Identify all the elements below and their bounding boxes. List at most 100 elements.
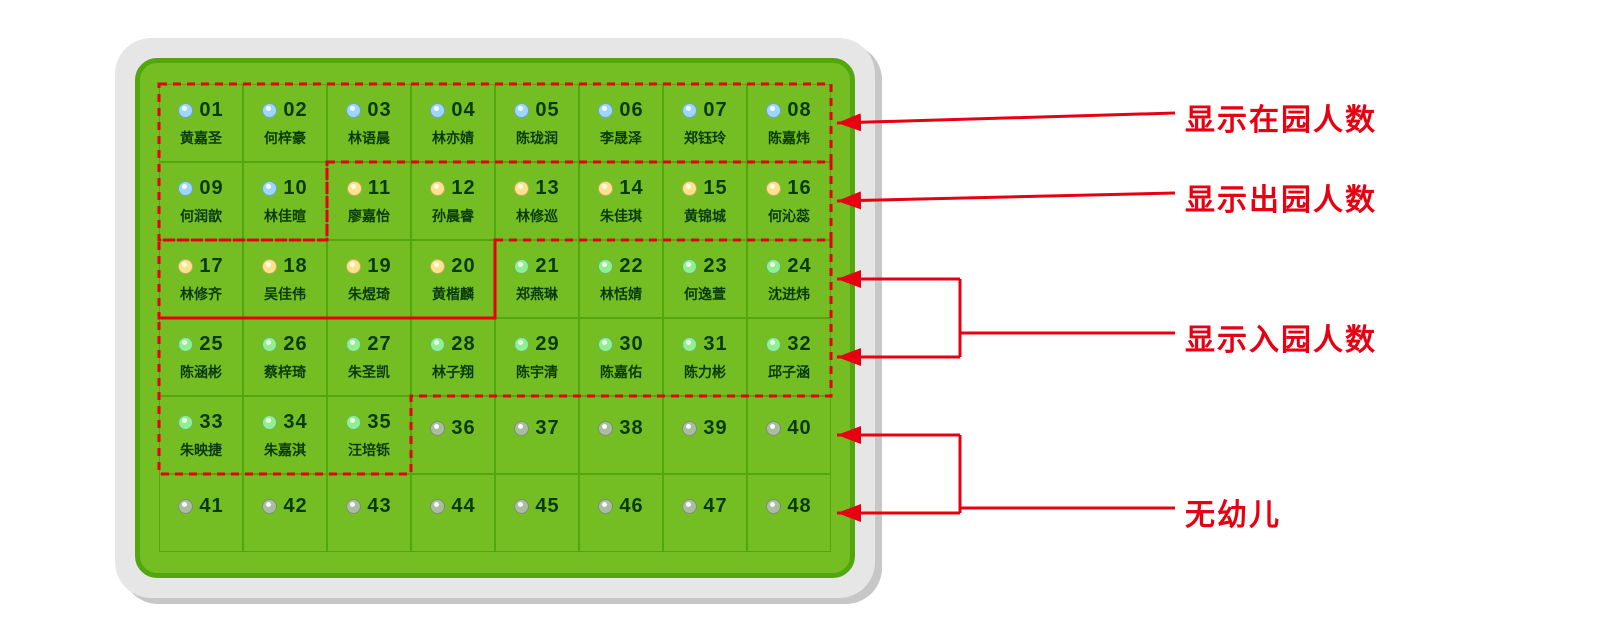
cell-number: 19	[367, 255, 391, 278]
cell-number: 46	[619, 495, 643, 518]
status-dot	[178, 181, 193, 196]
cell-number: 35	[367, 411, 391, 434]
cell-45: 45	[495, 474, 579, 552]
status-dot	[346, 337, 361, 352]
status-dot	[346, 103, 361, 118]
cell-number: 11	[368, 177, 391, 200]
status-dot	[262, 259, 277, 274]
cell-09: 09何润歆	[159, 162, 243, 240]
cell-10: 10林佳暄	[243, 162, 327, 240]
cell-number: 44	[451, 495, 475, 518]
cell-number: 30	[619, 333, 643, 356]
cell-34: 34 朱嘉淇	[243, 396, 327, 474]
cell-29: 29陈宇清	[495, 318, 579, 396]
status-dot	[514, 103, 529, 118]
status-dot	[514, 181, 529, 196]
status-dot	[262, 415, 277, 430]
status-dot	[514, 337, 529, 352]
cell-16: 16 何沁蕊	[747, 162, 831, 240]
cell-number: 37	[535, 417, 559, 440]
cell-20: 20黄楷麟	[411, 240, 495, 318]
status-dot	[682, 337, 697, 352]
cell-name: 邱子涵	[768, 362, 810, 382]
cell-11: 11廖嘉怡	[327, 162, 411, 240]
cell-name: 朱嘉淇	[264, 440, 306, 460]
cell-number: 16	[787, 177, 811, 200]
status-dot	[598, 421, 613, 436]
cell-number: 48	[787, 495, 811, 518]
status-dot	[347, 181, 362, 196]
status-dot	[430, 499, 445, 514]
cell-name: 郑燕琳	[516, 284, 558, 304]
cell-30: 30陈嘉佑	[579, 318, 663, 396]
cell-name: 朱煜琦	[348, 284, 390, 304]
cell-28: 28 林子翔	[411, 318, 495, 396]
cell-name: 黄嘉圣	[180, 128, 222, 148]
cell-number: 29	[535, 333, 559, 356]
cell-number: 28	[451, 333, 475, 356]
cell-name: 郑钰玲	[684, 128, 726, 148]
cell-number: 13	[535, 177, 559, 200]
cell-name: 蔡梓琦	[264, 362, 306, 382]
cell-number: 45	[535, 495, 559, 518]
cell-42: 42	[243, 474, 327, 552]
status-dot	[682, 259, 697, 274]
status-dot	[430, 103, 445, 118]
cell-number: 18	[283, 255, 307, 278]
status-dot	[514, 499, 529, 514]
status-dot	[178, 415, 193, 430]
cell-number: 36	[451, 417, 475, 440]
status-dot	[682, 103, 697, 118]
cell-24: 24沈进炜	[747, 240, 831, 318]
cell-14: 14朱佳琪	[579, 162, 663, 240]
cell-number: 04	[451, 99, 475, 122]
status-dot	[262, 499, 277, 514]
cell-name: 林子翔	[432, 362, 474, 382]
status-dot	[598, 499, 613, 514]
cell-18: 18吴佳伟	[243, 240, 327, 318]
cell-name: 汪培铄	[348, 440, 390, 460]
cell-01: 01黄嘉圣	[159, 84, 243, 162]
status-dot	[682, 499, 697, 514]
cell-name: 陈力彬	[684, 362, 726, 382]
cell-44: 44	[411, 474, 495, 552]
status-dot	[766, 499, 781, 514]
status-dot	[430, 181, 445, 196]
cell-36: 36	[411, 396, 495, 474]
status-dot	[262, 337, 277, 352]
legend-label-enter-garden: 显示入园人数	[1185, 315, 1377, 359]
cell-05: 05陈珑润	[495, 84, 579, 162]
cell-number: 42	[283, 495, 307, 518]
cell-name: 何梓豪	[264, 128, 306, 148]
cell-number: 09	[199, 177, 223, 200]
cell-name: 林修齐	[180, 284, 222, 304]
cell-number: 40	[787, 417, 811, 440]
cell-name: 何沁蕊	[768, 206, 810, 226]
cell-name: 何逸萱	[684, 284, 726, 304]
cell-31: 31 陈力彬	[663, 318, 747, 396]
cell-name: 陈嘉炜	[768, 128, 810, 148]
status-dot	[178, 103, 193, 118]
cell-number: 02	[283, 99, 307, 122]
status-dot	[514, 259, 529, 274]
cell-number: 15	[703, 177, 727, 200]
status-dot	[346, 415, 361, 430]
cell-04: 04林亦婧	[411, 84, 495, 162]
cell-15: 15 黄锦城	[663, 162, 747, 240]
cell-number: 12	[451, 177, 475, 200]
cell-number: 25	[199, 333, 223, 356]
cell-number: 21	[535, 255, 559, 278]
cell-name: 朱映捷	[180, 440, 222, 460]
cell-07: 07郑钰玲	[663, 84, 747, 162]
cell-number: 31	[703, 333, 727, 356]
status-dot	[682, 181, 697, 196]
status-dot	[430, 337, 445, 352]
status-dot	[766, 103, 781, 118]
cell-name: 黄锦城	[684, 206, 726, 226]
cell-37: 37	[495, 396, 579, 474]
legend-label-in-garden: 显示在园人数	[1185, 95, 1377, 139]
cell-number: 26	[283, 333, 307, 356]
status-dot	[682, 421, 697, 436]
cell-number: 34	[283, 411, 307, 434]
status-dot	[514, 421, 529, 436]
